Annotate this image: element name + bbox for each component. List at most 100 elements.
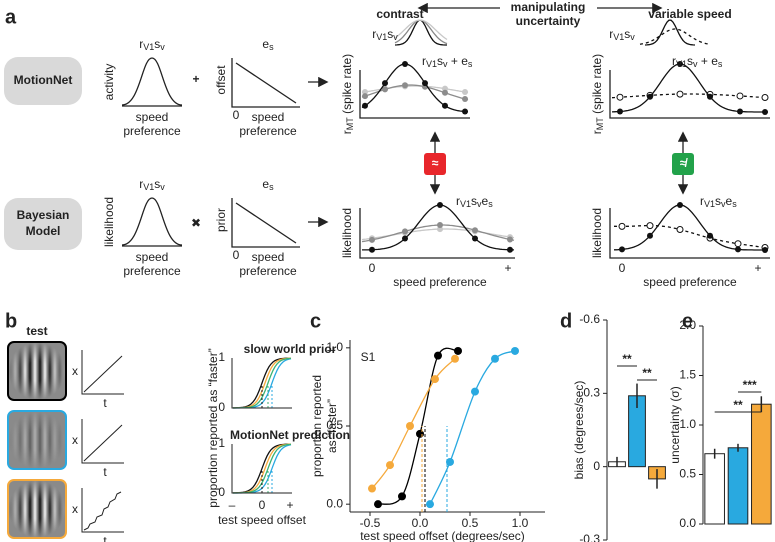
significance: ** <box>642 366 652 380</box>
panel-label: b <box>5 310 17 332</box>
schematic-curve <box>394 19 448 41</box>
label: speed <box>136 250 169 264</box>
formula-part: v <box>443 59 448 69</box>
formula-part: v <box>721 199 726 209</box>
bar <box>751 403 772 525</box>
schematic-dot <box>736 92 744 100</box>
formula-part: (spike rate) <box>590 54 604 117</box>
schematic-dot <box>472 227 478 234</box>
formula: es <box>262 177 274 192</box>
model-name: Bayesian <box>17 208 70 222</box>
formula: rV1sv <box>609 27 635 42</box>
formula-part: v <box>160 42 165 52</box>
label: 0 <box>619 261 626 275</box>
schematic-dot <box>369 246 375 253</box>
formula-part: + e <box>448 54 469 68</box>
label: + <box>286 498 293 512</box>
data-point <box>491 354 499 363</box>
schematic-dot <box>617 108 623 115</box>
schematic-curve <box>644 19 696 46</box>
label: 0 <box>369 261 376 275</box>
formula-part: v <box>477 199 482 209</box>
label: 1 <box>218 436 225 450</box>
formula-part: s <box>468 59 473 69</box>
y-tick-label: 1.5 <box>679 368 696 382</box>
data-point <box>386 461 394 470</box>
schematic-dot <box>762 108 768 115</box>
schematic-dot <box>462 108 468 115</box>
operator: ✖ <box>191 216 201 230</box>
formula-part: r <box>422 54 426 68</box>
label: prior <box>214 208 228 232</box>
label: t <box>103 396 107 410</box>
formula-part: r <box>139 177 143 191</box>
schematic-curve <box>611 63 768 113</box>
significance: ** <box>622 352 632 366</box>
formula-part: r <box>340 130 354 134</box>
label: proportion reported as “faster” <box>206 348 220 507</box>
formula-part: s <box>269 182 274 192</box>
schematic-dot <box>437 202 443 208</box>
label: t <box>103 465 107 479</box>
label: slow world prior <box>244 342 337 356</box>
label: 0 <box>218 400 225 414</box>
label: 0 <box>233 108 240 122</box>
formula-part: V1 <box>376 32 387 42</box>
schematic-dot <box>442 89 448 96</box>
formula-part: s <box>488 199 493 209</box>
label: MotionNet prediction <box>230 428 350 442</box>
label: preference <box>123 264 181 278</box>
schematic-dot <box>761 94 769 102</box>
formula: rV1sv <box>139 37 165 52</box>
model-name: MotionNet <box>14 73 73 87</box>
formula-part: r <box>139 37 143 51</box>
x-tick-label: 0.5 <box>462 516 479 530</box>
panel-label: e <box>682 310 693 332</box>
label: ≈ <box>432 156 439 170</box>
schematic-dot <box>507 236 513 243</box>
label: likelihood <box>340 208 354 258</box>
formula-part: v <box>693 59 698 69</box>
label: + <box>754 261 761 275</box>
schematic-dot <box>382 86 388 93</box>
formula-part: e <box>262 37 269 51</box>
label: test speed offset <box>218 513 307 527</box>
formula-part: r <box>456 194 460 208</box>
label: preference <box>239 264 297 278</box>
schematic-dot <box>402 61 408 67</box>
formula-part: v <box>160 182 165 192</box>
formula-part: s <box>437 54 443 68</box>
formula-part: s <box>732 199 737 209</box>
y-tick-label: 0.5 <box>326 418 343 432</box>
formula: rMT (spike rate) <box>340 54 355 134</box>
y-tick-label: -0.3 <box>579 532 600 542</box>
y-axis-label: as “faster” <box>325 399 339 453</box>
formula: rV1sves <box>456 194 493 209</box>
formula-part: V1 <box>704 199 715 209</box>
label: activity <box>102 64 116 101</box>
fit-curve <box>371 358 456 489</box>
formula-part: r <box>590 130 604 134</box>
schematic-curve <box>614 204 768 251</box>
schematic-dot <box>677 61 683 67</box>
formula-part: V1 <box>426 59 437 69</box>
formula: rV1sv + es <box>672 54 723 69</box>
label: ≉ <box>680 156 689 170</box>
formula-part: s <box>154 37 160 51</box>
schematic-dot <box>762 246 768 253</box>
schematic-dot <box>647 232 653 239</box>
schematic-dot <box>442 102 448 109</box>
label: speed preference <box>643 275 737 289</box>
data-point <box>451 354 459 363</box>
schematic-dot <box>402 82 408 89</box>
formula-part: v <box>630 32 635 42</box>
panel-b-shapes <box>7 341 292 539</box>
x-axis-label: test speed offset (degrees/sec) <box>360 529 525 542</box>
schematic-dot <box>402 228 408 235</box>
schematic-dot <box>737 108 743 115</box>
formula-part: e <box>726 194 733 208</box>
schematic-dot <box>707 232 713 239</box>
schematic-dot <box>619 246 625 253</box>
label: 0 <box>218 485 225 499</box>
y-tick-label: 1.0 <box>326 340 343 354</box>
